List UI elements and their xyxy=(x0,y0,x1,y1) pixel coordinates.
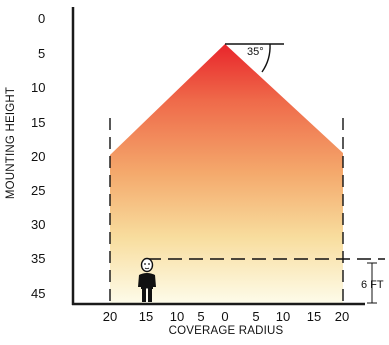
x-tick-label: 10 xyxy=(276,309,290,324)
x-tick-label: 15 xyxy=(307,309,321,324)
person-icon xyxy=(138,257,156,303)
x-tick-label: 10 xyxy=(170,309,184,324)
x-tick-label: 5 xyxy=(252,309,259,324)
angle-arc xyxy=(261,43,271,73)
x-axis-title: COVERAGE RADIUS xyxy=(169,325,284,337)
y-axis-ticks: 0 5 10 15 20 25 30 35 45 xyxy=(31,11,45,301)
x-tick-label: 20 xyxy=(335,309,349,324)
person-height-label: 6 FT xyxy=(361,279,384,291)
y-tick-label: 45 xyxy=(31,286,45,301)
y-tick-label: 15 xyxy=(31,115,45,130)
x-tick-label: 15 xyxy=(139,309,153,324)
y-tick-label: 5 xyxy=(38,46,45,61)
angle-label: 35° xyxy=(247,46,264,58)
y-tick-label: 0 xyxy=(38,11,45,26)
y-tick-label: 25 xyxy=(31,183,45,198)
y-axis-title: MOUNTING HEIGHT xyxy=(5,87,17,199)
coverage-cone xyxy=(110,44,343,304)
y-tick-label: 30 xyxy=(31,217,45,232)
x-axis-ticks: 20 15 10 5 0 5 10 15 20 xyxy=(103,309,349,324)
x-tick-label: 0 xyxy=(221,309,228,324)
y-tick-label: 10 xyxy=(31,80,45,95)
x-tick-label: 20 xyxy=(103,309,117,324)
x-tick-label: 5 xyxy=(197,309,204,324)
y-tick-label: 20 xyxy=(31,149,45,164)
y-tick-label: 35 xyxy=(31,251,45,266)
